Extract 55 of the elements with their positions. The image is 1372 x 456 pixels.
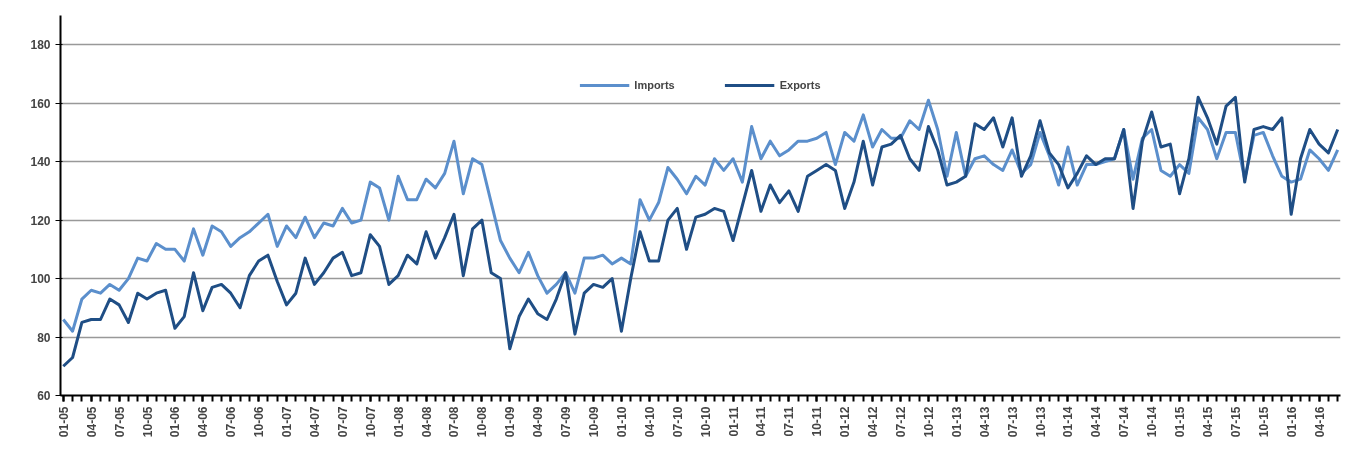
x-tick-label: 04-12 [866,406,881,438]
x-tick-label: 01-08 [391,406,406,438]
y-tick-label: 140 [30,155,51,170]
x-tick-label: 10-14 [1145,406,1160,438]
x-tick-label: 10-05 [140,406,155,438]
x-tick-label: 10-08 [475,406,490,438]
x-tick-label: 01-07 [280,406,295,438]
x-tick-label: 07-08 [447,406,462,438]
x-tick-label: 01-14 [1061,406,1076,438]
x-tick-label: 10-11 [810,406,825,437]
x-tick-label: 07-15 [1228,406,1243,438]
x-tick-label: 01-12 [838,406,853,438]
x-tick-label: 07-13 [1005,406,1020,438]
x-tick-label: 04-15 [1200,406,1215,438]
x-tick-label: 04-07 [307,406,322,438]
x-tick-label: 04-09 [531,406,546,438]
x-tick-label: 10-13 [1033,406,1048,438]
x-tick-label: 07-14 [1117,406,1132,438]
x-tick-label: 01-13 [949,406,964,438]
x-tick-label: 07-06 [224,406,239,438]
y-tick-label: 180 [30,38,51,53]
x-tick-label: 01-15 [1173,406,1188,438]
x-tick-label: 07-11 [782,406,797,437]
x-tick-label: 07-09 [559,406,574,438]
x-tick-label: 04-06 [196,406,211,438]
x-tick-label: 07-07 [335,406,350,438]
y-tick-label: 160 [30,96,51,111]
x-tick-label: 04-14 [1089,406,1104,438]
x-tick-label: 07-10 [670,406,685,438]
x-tick-label: 10-10 [698,406,713,438]
x-tick-label: 10-12 [921,406,936,438]
x-tick-label: 07-12 [894,406,908,438]
x-tick-label: 01-05 [56,406,71,438]
x-tick-label: 01-06 [168,406,183,438]
x-tick-label: 10-09 [587,406,602,438]
x-tick-label: 07-05 [112,406,127,438]
legend-label: Exports [779,79,821,91]
x-tick-label: 04-08 [419,406,434,438]
x-tick-label: 01-16 [1284,406,1299,438]
x-tick-label: 10-06 [252,406,267,438]
x-tick-label: 04-10 [642,406,657,438]
x-tick-label: 01-09 [503,406,518,438]
x-tick-label: 10-07 [363,406,378,438]
legend-label: Imports [634,79,675,91]
x-tick-label: 01-11 [726,406,741,437]
x-tick-label: 01-10 [614,406,629,438]
y-tick-label: 60 [37,389,51,403]
y-tick-label: 100 [30,272,51,287]
x-tick-label: 04-11 [754,406,769,437]
x-tick-label: 04-13 [977,406,992,438]
x-tick-label: 10-15 [1256,406,1271,438]
y-tick-label: 80 [37,330,51,345]
y-tick-label: 120 [30,213,51,228]
x-tick-label: 04-05 [84,406,99,438]
x-tick-label: 04-16 [1312,406,1327,438]
